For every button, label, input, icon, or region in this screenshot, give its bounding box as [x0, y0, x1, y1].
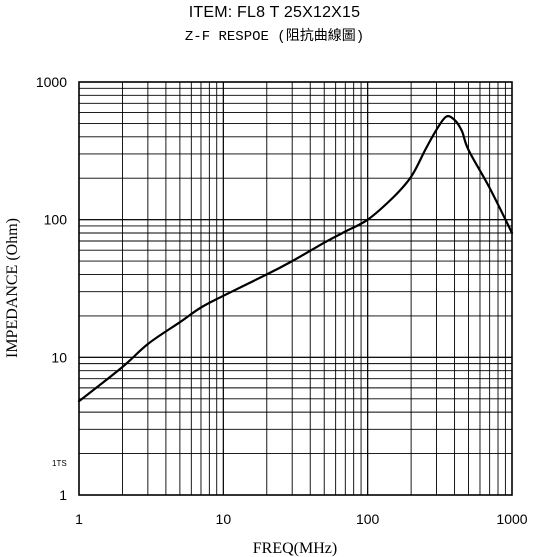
impedance-curve — [77, 115, 514, 403]
x-axis-label: FREQ(MHz) — [253, 540, 337, 557]
chart-subtitle: Z-F RESPOE (阻抗曲線圖) — [184, 29, 365, 45]
y-tick-label: 1000 — [36, 74, 67, 90]
y-tick-labels: 1 10 100 1000 — [36, 74, 67, 503]
x-tick-label: 100 — [356, 511, 380, 527]
annotation-1ts: 1TS — [52, 459, 67, 468]
x-tick-labels: 1 10 100 1000 — [75, 511, 528, 527]
y-tick-label: 100 — [44, 212, 68, 228]
y-axis-label: IMPEDANCE (Ohm) — [4, 218, 21, 358]
y-tick-label: 10 — [51, 349, 67, 365]
y-tick-label: 1 — [59, 487, 67, 503]
x-tick-label: 10 — [216, 511, 232, 527]
x-tick-label: 1 — [75, 511, 83, 527]
x-tick-label: 1000 — [496, 511, 527, 527]
plot-frame — [78, 81, 513, 496]
grid — [79, 82, 512, 495]
chart-title: ITEM: FL8 T 25X12X15 — [188, 4, 361, 21]
